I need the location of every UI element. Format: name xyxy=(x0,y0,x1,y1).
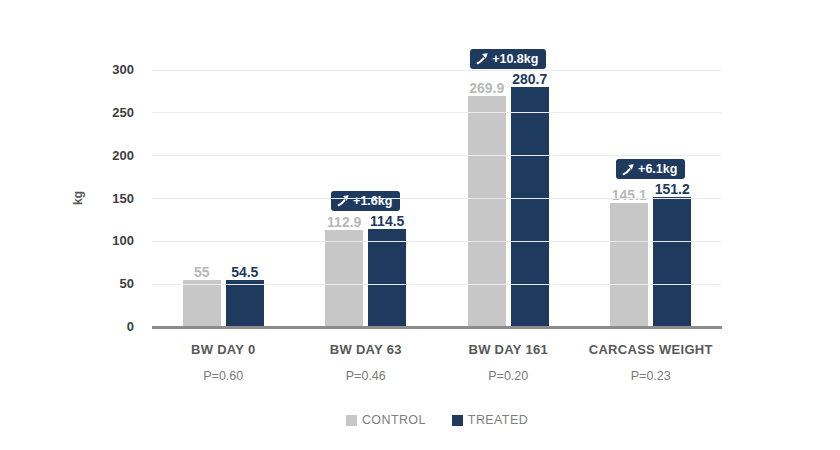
legend-label: CONTROL xyxy=(362,413,426,427)
p-value-label: P=0.23 xyxy=(580,367,723,385)
category-label: BW DAY 63 xyxy=(295,341,438,359)
legend: CONTROL TREATED xyxy=(152,413,722,427)
bars-pair: 145.1 151.2 xyxy=(610,181,691,327)
bars-pair: 55 54.5 xyxy=(183,264,264,327)
p-value-label: P=0.20 xyxy=(437,367,580,385)
control-bar xyxy=(183,280,221,327)
treated-bar xyxy=(368,229,406,327)
y-tick-label: 0 xyxy=(74,318,134,336)
weight-gain-bar-chart: kg 050100150200250300 5554.5 +1.6kg112.9… xyxy=(0,0,840,450)
bar-value-label: 112.9 xyxy=(327,214,361,230)
control-bar xyxy=(468,96,506,327)
legend-swatch xyxy=(346,415,357,426)
trend-up-arrow-icon xyxy=(622,163,635,176)
plot-area: 5554.5 +1.6kg112.9114.5 +10.8kg269.9280.… xyxy=(152,70,722,327)
trend-up-arrow-icon xyxy=(476,52,489,65)
bar-value-label: 280.7 xyxy=(512,71,547,87)
gridline xyxy=(152,284,722,285)
y-tick-label: 300 xyxy=(74,61,134,79)
treated-bar-column: 151.2 xyxy=(653,181,691,327)
bar-value-label: 151.2 xyxy=(655,181,690,197)
legend-label: TREATED xyxy=(468,413,528,427)
gridline xyxy=(152,70,722,71)
bar-value-label: 54.5 xyxy=(231,264,258,280)
gain-badge: +1.6kg xyxy=(331,191,400,211)
y-axis-tick-labels: 050100150200250300 xyxy=(0,70,143,327)
legend-item: TREATED xyxy=(452,413,528,427)
gridline xyxy=(152,198,722,199)
y-tick-label: 250 xyxy=(74,104,134,122)
p-values-row: P=0.60P=0.46P=0.20P=0.23 xyxy=(152,367,722,385)
control-bar-column: 145.1 xyxy=(610,187,648,327)
legend-swatch xyxy=(452,415,463,426)
p-value-label: P=0.46 xyxy=(295,367,438,385)
control-bar xyxy=(325,230,363,327)
control-bar-column: 269.9 xyxy=(468,80,506,327)
bars-pair: 112.9 114.5 xyxy=(325,213,406,327)
treated-bar xyxy=(226,280,264,327)
treated-bar xyxy=(653,197,691,327)
control-bar-column: 55 xyxy=(183,264,221,327)
gridline xyxy=(152,241,722,242)
bar-value-label: 114.5 xyxy=(370,213,404,229)
treated-bar-column: 114.5 xyxy=(368,213,406,327)
trend-up-arrow-icon xyxy=(337,194,350,207)
x-axis-line xyxy=(152,326,722,329)
gain-badge: +10.8kg xyxy=(470,49,546,69)
y-tick-label: 100 xyxy=(74,232,134,250)
legend-item: CONTROL xyxy=(346,413,426,427)
category-labels-row: BW DAY 0BW DAY 63BW DAY 161CARCASS WEIGH… xyxy=(152,341,722,359)
bar-value-label: 55 xyxy=(194,264,210,280)
control-bar-column: 112.9 xyxy=(325,214,363,327)
y-tick-label: 50 xyxy=(74,275,134,293)
gridline xyxy=(152,112,722,113)
category-label: BW DAY 161 xyxy=(437,341,580,359)
category-label: BW DAY 0 xyxy=(152,341,295,359)
gain-badge: +6.1kg xyxy=(616,159,685,179)
gain-badge-label: +1.6kg xyxy=(353,194,392,208)
treated-bar-column: 54.5 xyxy=(226,264,264,327)
control-bar xyxy=(610,203,648,327)
treated-bar xyxy=(511,87,549,327)
y-tick-label: 200 xyxy=(74,147,134,165)
bar-value-label: 269.9 xyxy=(469,80,504,96)
y-tick-label: 150 xyxy=(74,190,134,208)
gain-badge-label: +6.1kg xyxy=(638,162,677,176)
gain-badge-label: +10.8kg xyxy=(492,52,538,66)
gridline xyxy=(152,155,722,156)
p-value-label: P=0.60 xyxy=(152,367,295,385)
bar-value-label: 145.1 xyxy=(612,187,647,203)
category-label: CARCASS WEIGHT xyxy=(580,341,723,359)
